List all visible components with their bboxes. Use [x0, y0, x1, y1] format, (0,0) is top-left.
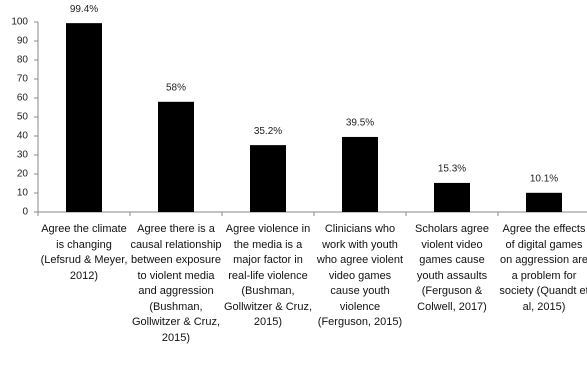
bar — [66, 23, 102, 212]
bar — [342, 136, 378, 212]
x-tick-label: Agree violence in the media is a major f… — [223, 223, 313, 328]
x-tick-label: Clinicians who work with youth who agree… — [316, 223, 404, 328]
value-label: 39.5% — [346, 118, 374, 129]
x-tick-label: Agree the climate is changing (Lefsrud &… — [40, 223, 128, 282]
y-tick-label: 70 — [17, 74, 29, 85]
bar — [158, 101, 194, 212]
value-label: 58% — [166, 82, 186, 93]
bar — [250, 145, 286, 212]
value-label: 10.1% — [530, 173, 558, 184]
y-tick-label: 60 — [17, 93, 29, 104]
x-tick-label: Agree the effects of digital games on ag… — [499, 223, 587, 313]
y-tick-label: 10 — [17, 188, 29, 199]
y-tick-label: 20 — [17, 169, 29, 180]
y-tick-label: 40 — [17, 131, 29, 142]
y-tick-label: 90 — [17, 36, 29, 47]
x-tick-label: Scholars agree violent video games cause… — [415, 223, 489, 313]
y-tick-label: 0 — [22, 207, 28, 218]
y-tick-label: 30 — [17, 150, 29, 161]
x-tick-label: Agree there is a causal relationship bet… — [130, 223, 222, 344]
bar — [434, 182, 470, 212]
bar — [526, 192, 562, 212]
y-tick-label: 100 — [11, 17, 28, 28]
value-label: 99.4% — [70, 4, 98, 15]
value-label: 15.3% — [438, 164, 466, 175]
y-tick-label: 80 — [17, 55, 29, 66]
value-label: 35.2% — [254, 126, 282, 137]
y-tick-label: 50 — [17, 112, 29, 123]
